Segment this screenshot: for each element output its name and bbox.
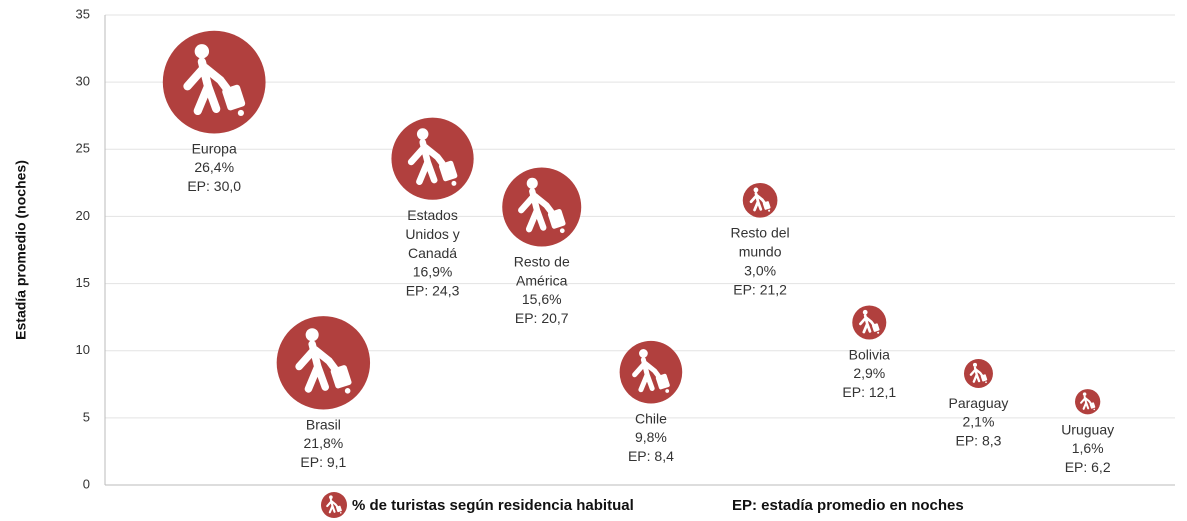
icon-head — [639, 349, 648, 358]
icon-suitcase — [871, 323, 880, 332]
icon-body — [326, 498, 339, 514]
size-label: 16,9% — [413, 263, 453, 279]
y-tick-label: 30 — [76, 74, 90, 89]
point-label: Bolivia — [849, 346, 890, 362]
value-label: EP: 24,3 — [406, 282, 460, 298]
icon-suitcase — [336, 505, 342, 513]
traveler-icon — [1080, 392, 1096, 411]
icon-wheel — [985, 381, 987, 384]
icon-wheel — [877, 331, 880, 334]
bubble — [1075, 389, 1101, 415]
icon-suitcase — [762, 201, 771, 210]
traveler-icon — [183, 44, 246, 117]
value-label: EP: 6,2 — [1065, 459, 1111, 475]
icon-body — [407, 138, 446, 185]
icon-head — [1082, 392, 1087, 396]
point-label: Estados Unidos y Canadá — [405, 206, 459, 260]
bubble — [742, 182, 778, 218]
icon-wheel — [768, 209, 771, 212]
icon-body — [749, 192, 766, 212]
y-tick-label: 15 — [76, 275, 90, 290]
y-tick-label: 20 — [76, 208, 90, 223]
bubble — [852, 305, 887, 340]
icon-body — [1080, 395, 1092, 410]
legend-label: % de turistas según residencia habitual — [352, 497, 634, 514]
value-label: EP: 21,2 — [733, 281, 787, 297]
y-tick-label: 25 — [76, 141, 90, 156]
icon-body — [632, 357, 661, 393]
icon-body — [859, 314, 875, 334]
traveler-icon — [295, 328, 352, 394]
point-label: Paraguay — [949, 395, 1009, 411]
icon-head — [753, 187, 759, 193]
size-label: 2,9% — [853, 365, 885, 381]
bubble — [162, 30, 266, 134]
icon-suitcase — [330, 365, 352, 389]
icon-suitcase — [655, 373, 670, 390]
icon-head — [972, 362, 978, 367]
value-label: EP: 8,4 — [628, 448, 674, 464]
point-label: Europa — [192, 140, 237, 156]
icon-suitcase — [980, 374, 988, 382]
icon-body — [969, 366, 984, 383]
value-label: EP: 9,1 — [300, 454, 346, 470]
value-label: EP: 20,7 — [515, 310, 569, 326]
traveler-icon — [859, 309, 880, 334]
icon-suitcase — [547, 209, 566, 229]
icon-wheel — [559, 228, 565, 234]
traveler-icon — [326, 495, 342, 514]
icon-body — [183, 57, 231, 116]
icon-suitcase — [438, 160, 458, 182]
traveler-icon — [407, 128, 458, 186]
icon-wheel — [237, 109, 244, 117]
traveler-icon — [632, 349, 670, 393]
point-label: Chile — [635, 410, 667, 426]
bubble — [619, 340, 683, 404]
size-label: 26,4% — [194, 159, 234, 175]
legend-bubble — [321, 492, 347, 518]
y-tick-label: 35 — [76, 6, 90, 21]
value-label: EP: 8,3 — [956, 433, 1002, 449]
icon-head — [416, 128, 429, 140]
traveler-icon — [969, 362, 988, 384]
point-label: Uruguay — [1061, 421, 1114, 437]
value-label: EP: 30,0 — [187, 178, 241, 194]
traveler-icon — [518, 177, 566, 234]
y-tick-label: 0 — [83, 476, 90, 491]
icon-head — [194, 44, 210, 59]
bubble — [276, 316, 371, 410]
icon-wheel — [665, 389, 670, 393]
bubble — [963, 359, 993, 389]
point-label: Brasil — [306, 416, 341, 432]
size-label: 1,6% — [1072, 440, 1104, 456]
y-tick-label: 5 — [83, 409, 90, 424]
size-label: 15,6% — [522, 291, 562, 307]
y-axis-title: Estadía promedio (noches) — [13, 160, 29, 340]
icon-head — [526, 177, 538, 189]
icon-body — [295, 340, 339, 393]
size-label: 3,0% — [744, 262, 776, 278]
point-label: Resto del mundo — [731, 224, 790, 259]
traveler-icon — [749, 187, 771, 212]
icon-wheel — [451, 180, 457, 186]
bubble — [391, 117, 474, 200]
icon-wheel — [339, 512, 342, 514]
icon-body — [518, 188, 555, 233]
point-label: Resto de América — [514, 253, 570, 288]
icon-suitcase — [222, 84, 246, 111]
y-tick-label: 10 — [76, 342, 90, 357]
legend-label: EP: estadía promedio en noches — [732, 497, 964, 514]
icon-wheel — [344, 388, 351, 394]
icon-head — [305, 328, 319, 342]
icon-head — [862, 309, 868, 315]
size-label: 9,8% — [635, 429, 667, 445]
icon-suitcase — [1089, 402, 1096, 409]
bubble — [502, 167, 582, 247]
size-label: 2,1% — [963, 414, 995, 430]
size-label: 21,8% — [304, 435, 344, 451]
value-label: EP: 12,1 — [842, 384, 896, 400]
icon-wheel — [1093, 408, 1095, 411]
icon-head — [329, 495, 333, 500]
